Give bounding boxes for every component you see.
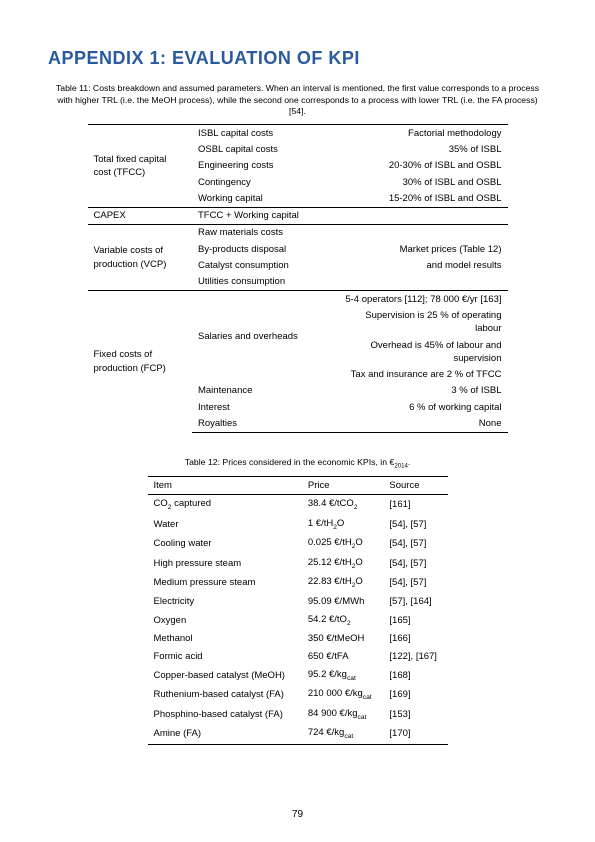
table-cell: Oxygen [148,611,302,631]
table-cell: 3 % of ISBL [332,383,507,399]
table-cell: Methanol [148,630,302,648]
table-cell: [54], [57] [383,573,447,593]
table-cell: Maintenance [192,383,332,399]
table-cell: 38.4 €/tCO2 [302,495,384,515]
table-cell: None [332,416,507,433]
table-cell: High pressure steam [148,554,302,574]
table-cell: [166] [383,630,447,648]
table-12: Item Price Source CO2 captured38.4 €/tCO… [148,476,448,745]
table-11: Total fixed capital cost (TFCC)ISBL capi… [88,124,508,433]
table-row-label: CAPEX [88,207,192,224]
t12-header-item: Item [148,476,302,495]
page-number: 79 [0,809,595,820]
table-cell: Catalyst consumption [192,258,332,274]
table-cell: Engineering costs [192,158,332,174]
table-cell: Formic acid [148,648,302,666]
table-cell: [161] [383,495,447,515]
table-cell [332,224,507,241]
table12-caption: Table 12: Prices considered in the econo… [48,457,547,470]
table-cell: Market prices (Table 12) [332,241,507,257]
table-cell: ISBL capital costs [192,125,332,142]
table-cell: 5-4 operators [112]; 78 000 €/yr [163] [332,291,507,308]
table-cell: Interest [192,399,332,415]
table-cell: TFCC + Working capital [192,207,332,224]
table-cell: [54], [57] [383,534,447,554]
table-cell: Supervision is 25 % of operating labour [332,307,507,337]
table-cell: 84 900 €/kgcat [302,705,384,725]
table-cell: [165] [383,611,447,631]
table-row: Oxygen54.2 €/tO2[165] [148,611,448,631]
table-cell: Tax and insurance are 2 % of TFCC [332,367,507,383]
table-cell: 95.2 €/kgcat [302,666,384,686]
table-cell: Water [148,515,302,535]
table-cell: Overhead is 45% of labour and supervisio… [332,337,507,367]
table-cell: 25.12 €/tH2O [302,554,384,574]
table-cell: [153] [383,705,447,725]
table-row: High pressure steam25.12 €/tH2O[54], [57… [148,554,448,574]
table-cell: Factorial methodology [332,125,507,142]
table-cell: Utilities consumption [192,274,332,291]
table-cell: [122], [167] [383,648,447,666]
table-cell: [170] [383,724,447,744]
table-row: Formic acid650 €/tFA[122], [167] [148,648,448,666]
table-cell: Copper-based catalyst (MeOH) [148,666,302,686]
table-row: Methanol350 €/tMeOH[166] [148,630,448,648]
table-row: Phosphino-based catalyst (FA)84 900 €/kg… [148,705,448,725]
t12-header-source: Source [383,476,447,495]
table-cell: OSBL capital costs [192,142,332,158]
table-cell: [169] [383,685,447,705]
table-cell [332,207,507,224]
table-cell: 22.83 €/tH2O [302,573,384,593]
table-cell: Raw materials costs [192,224,332,241]
table-cell: Medium pressure steam [148,573,302,593]
table-cell: [57], [164] [383,593,447,611]
table-row-label: Variable costs of production (VCP) [88,224,192,290]
table-row-label: Fixed costs of production (FCP) [88,291,192,433]
table-cell: 650 €/tFA [302,648,384,666]
table-cell [332,274,507,291]
table-cell: 30% of ISBL and OSBL [332,174,507,190]
table-cell: [168] [383,666,447,686]
page-title: APPENDIX 1: EVALUATION OF KPI [48,48,547,69]
table-row: Medium pressure steam22.83 €/tH2O[54], [… [148,573,448,593]
table-cell: CO2 captured [148,495,302,515]
table-cell: [54], [57] [383,515,447,535]
table-cell: 20-30% of ISBL and OSBL [332,158,507,174]
table-cell: 35% of ISBL [332,142,507,158]
table-cell: 210 000 €/kgcat [302,685,384,705]
table-row: Ruthenium-based catalyst (FA)210 000 €/k… [148,685,448,705]
table-cell: Cooling water [148,534,302,554]
table-row: Copper-based catalyst (MeOH)95.2 €/kgcat… [148,666,448,686]
table-cell: Amine (FA) [148,724,302,744]
table-cell: Ruthenium-based catalyst (FA) [148,685,302,705]
table-cell: 95.09 €/MWh [302,593,384,611]
table-cell: Salaries and overheads [192,291,332,383]
table-row: Electricity95.09 €/MWh[57], [164] [148,593,448,611]
table-cell: 724 €/kgcat [302,724,384,744]
table-cell: 15-20% of ISBL and OSBL [332,190,507,207]
table-cell: [54], [57] [383,554,447,574]
table-row-label: Total fixed capital cost (TFCC) [88,125,192,207]
table-row: CO2 captured38.4 €/tCO2[161] [148,495,448,515]
table-row: Amine (FA)724 €/kgcat[170] [148,724,448,744]
table-row: Water1 €/tH2O[54], [57] [148,515,448,535]
table11-caption: Table 11: Costs breakdown and assumed pa… [48,83,547,118]
table-cell: 1 €/tH2O [302,515,384,535]
table-cell: By-products disposal [192,241,332,257]
table-cell: Contingency [192,174,332,190]
table-cell: 6 % of working capital [332,399,507,415]
table-cell: Working capital [192,190,332,207]
table-cell: 0.025 €/tH2O [302,534,384,554]
table-cell: Electricity [148,593,302,611]
table-cell: 54.2 €/tO2 [302,611,384,631]
t12-header-price: Price [302,476,384,495]
table-row: Cooling water0.025 €/tH2O[54], [57] [148,534,448,554]
table-cell: Phosphino-based catalyst (FA) [148,705,302,725]
table-cell: Royalties [192,416,332,433]
table-cell: and model results [332,258,507,274]
table-cell: 350 €/tMeOH [302,630,384,648]
